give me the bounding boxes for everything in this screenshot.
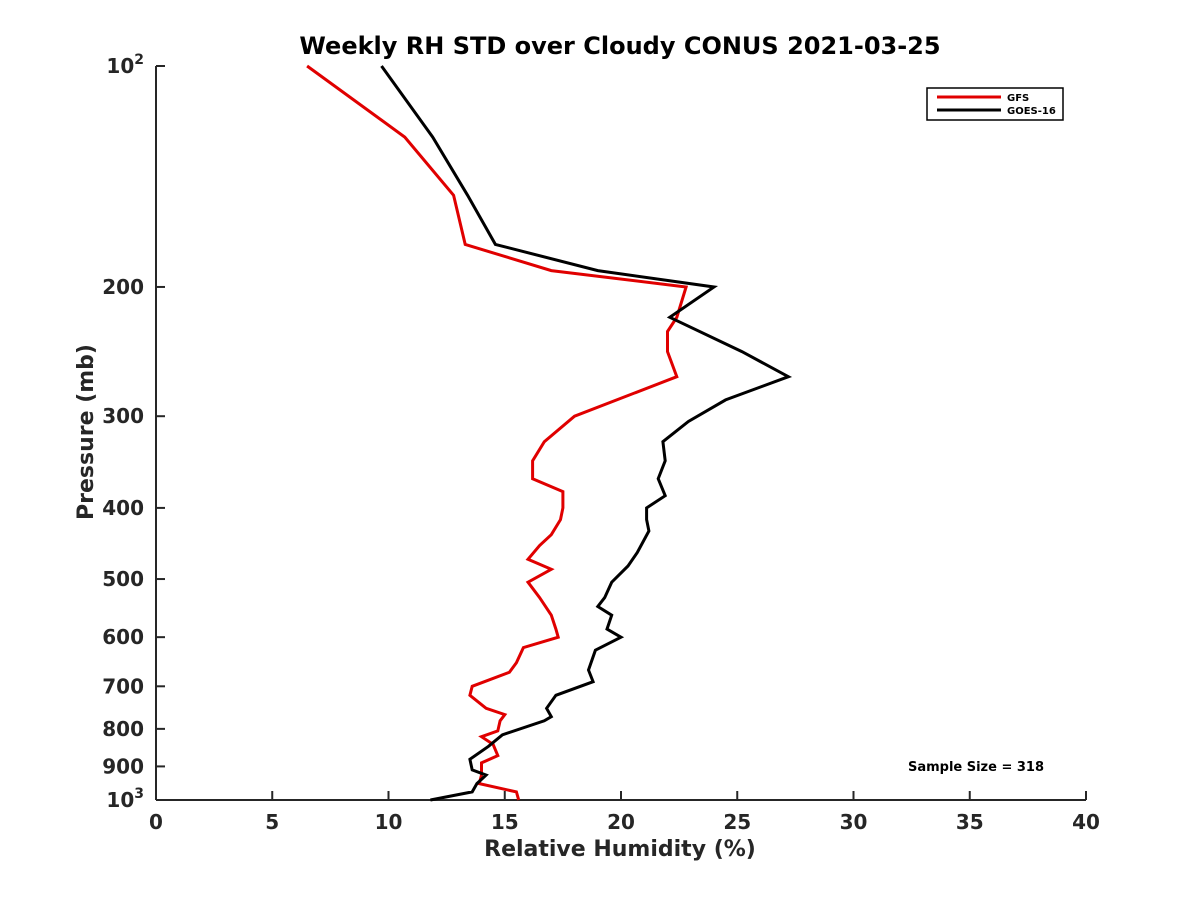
y-tick-label: 400	[102, 496, 144, 520]
sample-size-annotation: Sample Size = 318	[908, 760, 1044, 775]
series-line-gfs	[306, 64, 689, 801]
y-tick-label: 300	[102, 404, 144, 428]
x-tick-label: 0	[149, 810, 163, 834]
plot-area	[155, 64, 1086, 802]
legend-box	[926, 87, 1064, 121]
y-axis-ticks: 102 200 300 400 500 600 700 800 900 103	[102, 52, 165, 812]
x-tick-label: 40	[1072, 810, 1100, 834]
y-tick-label: 600	[102, 625, 144, 649]
y-axis-title: Pressure (mb)	[74, 344, 99, 520]
series-line-goes-16	[380, 65, 793, 802]
legend-label: GFS	[1007, 93, 1029, 104]
y-tick-label: 200	[102, 275, 144, 299]
y-tick-label: 800	[102, 717, 144, 741]
y-tick-label: 103	[106, 786, 144, 812]
chart-title: Weekly RH STD over Cloudy CONUS 2021-03-…	[299, 32, 940, 60]
y-tick-label: 900	[102, 754, 144, 778]
x-tick-label: 25	[723, 810, 751, 834]
y-tick-label: 102	[106, 52, 144, 78]
legend: GFS GOES-16	[926, 87, 1064, 121]
x-axis-title: Relative Humidity (%)	[484, 837, 756, 862]
x-tick-label: 10	[375, 810, 403, 834]
y-tick-label: 500	[102, 567, 144, 591]
x-tick-label: 5	[265, 810, 279, 834]
x-tick-label: 15	[491, 810, 519, 834]
x-tick-label: 35	[956, 810, 984, 834]
y-tick-label: 700	[102, 674, 144, 698]
x-tick-label: 20	[607, 810, 635, 834]
legend-label: GOES-16	[1007, 106, 1056, 117]
x-axis-ticks: 0 5 10 15 20 25 30 35 40	[149, 791, 1100, 834]
x-tick-label: 30	[840, 810, 868, 834]
